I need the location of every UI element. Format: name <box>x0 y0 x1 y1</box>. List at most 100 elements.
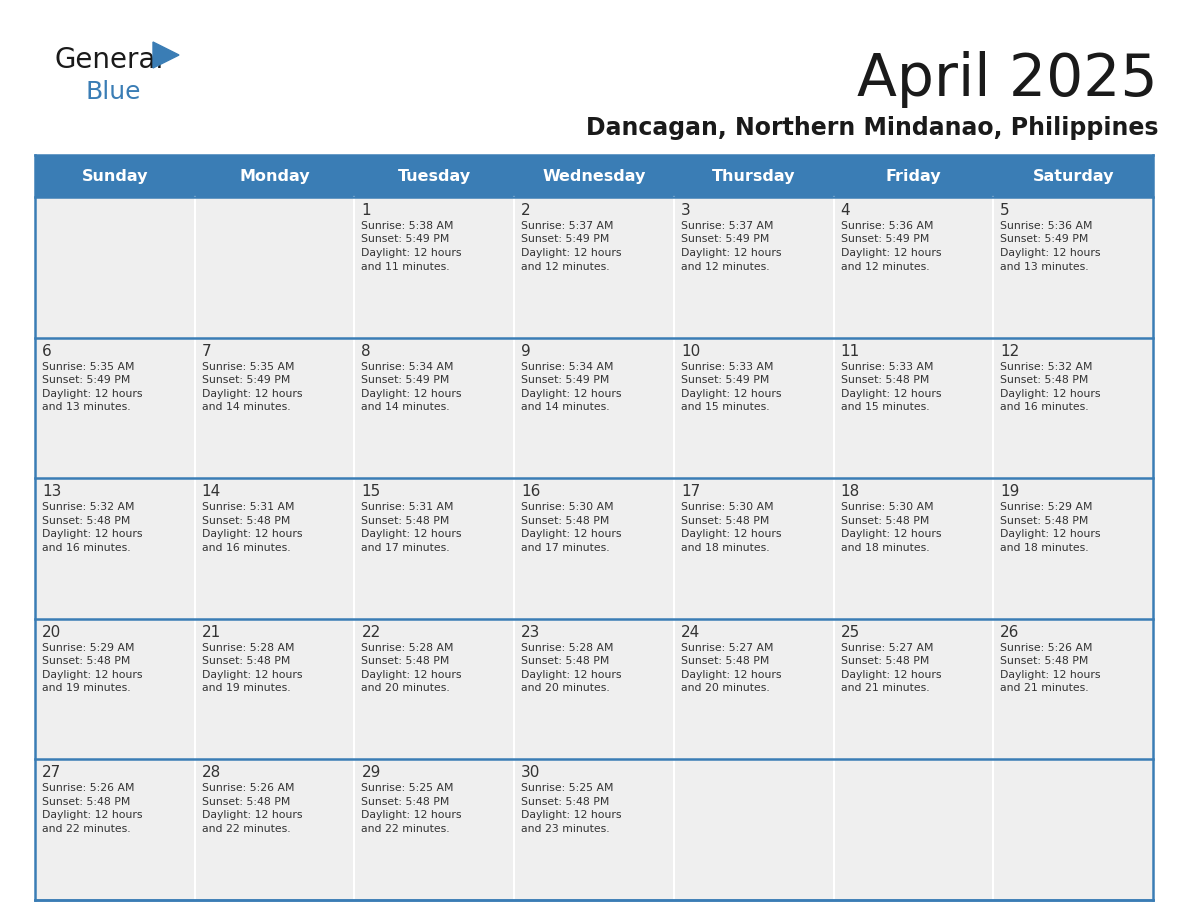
Bar <box>834 197 993 338</box>
Text: Sunset: 5:48 PM: Sunset: 5:48 PM <box>202 656 290 666</box>
Text: and 22 minutes.: and 22 minutes. <box>361 823 450 834</box>
Bar <box>674 155 834 197</box>
Text: Sunset: 5:48 PM: Sunset: 5:48 PM <box>841 516 929 526</box>
Text: Saturday: Saturday <box>1032 169 1114 184</box>
Text: Sunrise: 5:28 AM: Sunrise: 5:28 AM <box>522 643 614 653</box>
Bar <box>34 759 195 900</box>
Bar <box>34 338 195 478</box>
Bar <box>354 197 514 338</box>
Text: and 18 minutes.: and 18 minutes. <box>1000 543 1089 553</box>
Text: 8: 8 <box>361 343 371 359</box>
Text: Sunrise: 5:34 AM: Sunrise: 5:34 AM <box>361 362 454 372</box>
Text: Sunrise: 5:38 AM: Sunrise: 5:38 AM <box>361 221 454 231</box>
Bar <box>674 759 834 900</box>
Bar <box>834 759 993 900</box>
Text: Friday: Friday <box>885 169 941 184</box>
Text: Sunrise: 5:33 AM: Sunrise: 5:33 AM <box>681 362 773 372</box>
Text: Sunset: 5:49 PM: Sunset: 5:49 PM <box>361 234 450 244</box>
Bar <box>834 619 993 759</box>
Bar <box>195 759 354 900</box>
Text: Sunset: 5:48 PM: Sunset: 5:48 PM <box>1000 656 1088 666</box>
Text: Sunset: 5:49 PM: Sunset: 5:49 PM <box>681 375 770 385</box>
Text: and 19 minutes.: and 19 minutes. <box>202 683 290 693</box>
Text: Sunrise: 5:27 AM: Sunrise: 5:27 AM <box>681 643 773 653</box>
Text: Daylight: 12 hours: Daylight: 12 hours <box>42 388 143 398</box>
Text: Sunset: 5:48 PM: Sunset: 5:48 PM <box>522 797 609 807</box>
Text: 4: 4 <box>841 203 851 218</box>
Text: 30: 30 <box>522 766 541 780</box>
Text: Daylight: 12 hours: Daylight: 12 hours <box>522 670 621 680</box>
Text: Sunset: 5:48 PM: Sunset: 5:48 PM <box>841 656 929 666</box>
Text: Sunset: 5:48 PM: Sunset: 5:48 PM <box>42 797 131 807</box>
Text: 21: 21 <box>202 625 221 640</box>
Text: and 16 minutes.: and 16 minutes. <box>202 543 290 553</box>
Text: Sunset: 5:48 PM: Sunset: 5:48 PM <box>361 516 450 526</box>
Bar <box>354 619 514 759</box>
Text: Sunrise: 5:31 AM: Sunrise: 5:31 AM <box>361 502 454 512</box>
Text: Daylight: 12 hours: Daylight: 12 hours <box>361 529 462 539</box>
Text: Sunset: 5:48 PM: Sunset: 5:48 PM <box>202 516 290 526</box>
Bar <box>195 155 354 197</box>
Text: 15: 15 <box>361 484 380 499</box>
Text: Sunrise: 5:26 AM: Sunrise: 5:26 AM <box>42 783 134 793</box>
Bar <box>34 619 195 759</box>
Bar <box>354 478 514 619</box>
Text: Sunset: 5:48 PM: Sunset: 5:48 PM <box>841 375 929 385</box>
Text: 19: 19 <box>1000 484 1019 499</box>
Text: Daylight: 12 hours: Daylight: 12 hours <box>841 670 941 680</box>
Text: and 15 minutes.: and 15 minutes. <box>681 402 770 412</box>
Text: 28: 28 <box>202 766 221 780</box>
Text: and 17 minutes.: and 17 minutes. <box>522 543 609 553</box>
Text: Daylight: 12 hours: Daylight: 12 hours <box>841 388 941 398</box>
Text: Dancagan, Northern Mindanao, Philippines: Dancagan, Northern Mindanao, Philippines <box>586 116 1158 140</box>
Text: Sunrise: 5:35 AM: Sunrise: 5:35 AM <box>42 362 134 372</box>
Bar <box>195 478 354 619</box>
Text: 29: 29 <box>361 766 381 780</box>
Text: Sunrise: 5:36 AM: Sunrise: 5:36 AM <box>1000 221 1093 231</box>
Text: and 13 minutes.: and 13 minutes. <box>42 402 131 412</box>
Text: Thursday: Thursday <box>712 169 796 184</box>
Text: and 20 minutes.: and 20 minutes. <box>681 683 770 693</box>
Bar <box>195 338 354 478</box>
Text: Daylight: 12 hours: Daylight: 12 hours <box>681 388 782 398</box>
Text: and 14 minutes.: and 14 minutes. <box>202 402 290 412</box>
Bar <box>354 759 514 900</box>
Text: and 18 minutes.: and 18 minutes. <box>841 543 929 553</box>
Text: Wednesday: Wednesday <box>542 169 646 184</box>
Bar <box>674 197 834 338</box>
Bar <box>993 619 1154 759</box>
Text: 10: 10 <box>681 343 700 359</box>
Text: Sunset: 5:48 PM: Sunset: 5:48 PM <box>522 516 609 526</box>
Text: Daylight: 12 hours: Daylight: 12 hours <box>522 529 621 539</box>
Text: Daylight: 12 hours: Daylight: 12 hours <box>42 670 143 680</box>
Text: and 20 minutes.: and 20 minutes. <box>522 683 609 693</box>
Bar <box>834 155 993 197</box>
Text: 9: 9 <box>522 343 531 359</box>
Bar <box>834 478 993 619</box>
Text: Sunrise: 5:28 AM: Sunrise: 5:28 AM <box>202 643 295 653</box>
Text: Daylight: 12 hours: Daylight: 12 hours <box>361 388 462 398</box>
Text: Daylight: 12 hours: Daylight: 12 hours <box>361 248 462 258</box>
Text: Monday: Monday <box>239 169 310 184</box>
Text: Sunset: 5:48 PM: Sunset: 5:48 PM <box>42 656 131 666</box>
Bar <box>993 155 1154 197</box>
Bar <box>674 619 834 759</box>
Text: Daylight: 12 hours: Daylight: 12 hours <box>202 388 302 398</box>
Text: Daylight: 12 hours: Daylight: 12 hours <box>42 811 143 821</box>
Text: and 18 minutes.: and 18 minutes. <box>681 543 770 553</box>
Text: Sunrise: 5:32 AM: Sunrise: 5:32 AM <box>42 502 134 512</box>
Text: Daylight: 12 hours: Daylight: 12 hours <box>681 670 782 680</box>
Text: Sunset: 5:48 PM: Sunset: 5:48 PM <box>522 656 609 666</box>
Bar <box>34 197 195 338</box>
Text: and 15 minutes.: and 15 minutes. <box>841 402 929 412</box>
Text: Daylight: 12 hours: Daylight: 12 hours <box>42 529 143 539</box>
Text: and 22 minutes.: and 22 minutes. <box>42 823 131 834</box>
Bar <box>993 197 1154 338</box>
Text: 27: 27 <box>42 766 62 780</box>
Text: 12: 12 <box>1000 343 1019 359</box>
Text: 18: 18 <box>841 484 860 499</box>
Text: 25: 25 <box>841 625 860 640</box>
Bar <box>195 197 354 338</box>
Text: Sunset: 5:49 PM: Sunset: 5:49 PM <box>361 375 450 385</box>
Text: Sunrise: 5:30 AM: Sunrise: 5:30 AM <box>522 502 614 512</box>
